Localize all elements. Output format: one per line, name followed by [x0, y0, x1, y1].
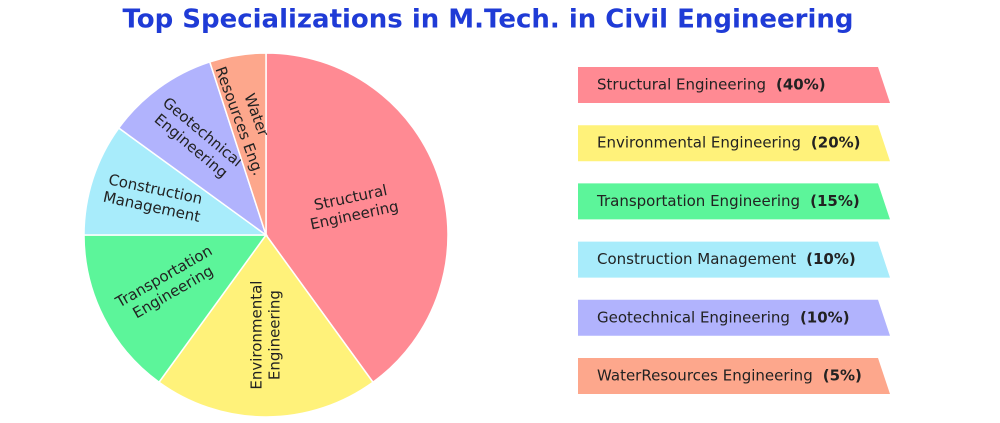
slice-label-line: Engineering [266, 290, 284, 380]
legend-value: (10%) [806, 250, 856, 268]
legend-swatch [578, 183, 890, 220]
legend-label: Geotechnical Engineering [597, 308, 790, 326]
pie-slice [117, 60, 268, 237]
legend-swatch [578, 241, 890, 278]
pie-slice [265, 52, 449, 384]
pie-slice [83, 126, 269, 236]
slice-label-line: Environmental [248, 281, 266, 390]
legend-value: (20%) [811, 134, 861, 152]
legend-label: Environmental Engineering [597, 134, 801, 152]
chart-title: Top Specializations in M.Tech. in Civil … [122, 5, 853, 35]
legend-label: WaterResources Engineering [597, 367, 813, 385]
legend-label: Transportation Engineering [596, 192, 800, 210]
legend-label: Structural Engineering [597, 76, 766, 94]
slice-label: Environmental Engineering [248, 281, 284, 390]
legend-swatch [578, 358, 890, 394]
legend-swatch [578, 299, 890, 336]
legend-value: (40%) [776, 76, 826, 94]
legend-swatch [578, 67, 890, 103]
legend-swatch [578, 125, 890, 162]
legend-value: (10%) [800, 308, 850, 326]
pie-slice [83, 234, 268, 384]
pie-slice [208, 52, 267, 236]
legend-label: Construction Management [597, 250, 796, 268]
pie-slice [157, 233, 375, 418]
legend-value: (5%) [823, 367, 862, 385]
legend-value: (15%) [810, 192, 860, 210]
